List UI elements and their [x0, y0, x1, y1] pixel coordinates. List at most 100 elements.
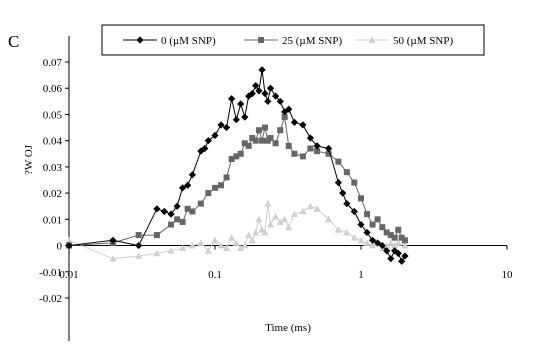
series-1-point-13: [223, 174, 230, 181]
series-1-point-25: [267, 135, 274, 142]
series-0-point-23: [255, 87, 263, 95]
series-2-point-43: [391, 241, 399, 249]
series-1-point-3: [153, 232, 160, 239]
series-0-point-6: [173, 202, 181, 210]
series-1-point-7: [184, 205, 191, 212]
series-1-point-43: [383, 229, 390, 236]
y-tick-label-3: 0.01: [43, 214, 62, 226]
series-2-point-27: [285, 223, 293, 231]
series-0-point-48: [391, 247, 399, 255]
series-1-point-20: [252, 137, 259, 144]
series-0-point-42: [363, 228, 371, 237]
panel-label: C: [8, 32, 19, 51]
series-2-point-23: [266, 220, 275, 228]
series-2-point-21: [261, 228, 269, 236]
legend: 0 (µM SNP) 25 (µM SNP) 50 (µM SNP): [101, 24, 485, 56]
series-0-point-49: [394, 249, 402, 258]
legend-marker-1: [258, 37, 264, 43]
series-0-point-28: [271, 92, 280, 100]
legend-label-1: 25 (µM SNP): [282, 35, 342, 47]
series-0-point-34: [306, 134, 314, 142]
series-2-point-22: [264, 200, 272, 207]
series-1-point-45: [391, 234, 398, 241]
series-2-point-29: [299, 207, 307, 215]
series-1-point-23: [261, 124, 268, 131]
series-0-point-1: [109, 236, 117, 244]
x-tick-label-2: 1: [358, 269, 364, 281]
legend-label-0: 0 (µM SNP): [161, 35, 216, 47]
series-2-point-35: [350, 234, 358, 241]
legend-marker-0: [136, 36, 144, 44]
series-0-point-17: [232, 116, 240, 124]
series-2-point-11: [222, 244, 231, 252]
series-line-0: [68, 69, 406, 263]
series-0-point-43: [368, 236, 377, 244]
series-0-point-46: [383, 247, 391, 255]
series-line-2: [68, 203, 406, 260]
series-2-point-30: [306, 202, 314, 210]
series-2-point-5: [179, 244, 187, 252]
series-0-point-29: [276, 97, 284, 105]
series-0-point-44: [374, 239, 382, 247]
series-1-point-48: [401, 237, 408, 244]
series-1-point-30: [291, 150, 298, 157]
series-1-point-33: [314, 148, 321, 155]
series-0-point-21: [248, 89, 256, 98]
series-0-point-27: [266, 84, 275, 92]
series-2-point-19: [255, 215, 263, 223]
series-1-point-12: [218, 182, 225, 189]
series-2-point-37: [363, 239, 371, 246]
series-2-point-38: [368, 241, 377, 249]
series-0-point-19: [241, 113, 249, 121]
series-1-point-42: [379, 224, 386, 231]
series-2-point-31: [313, 205, 321, 212]
series-1-point-39: [364, 211, 371, 218]
series-1-point-38: [358, 195, 364, 202]
series-layer: [65, 66, 409, 265]
series-1-point-46: [395, 226, 402, 233]
series-2-point-1: [109, 255, 117, 262]
series-0-point-5: [167, 210, 175, 218]
y-tick-label-6: 0.04: [43, 136, 63, 148]
series-0-point-16: [228, 95, 236, 103]
x-tick-label-1: 0.1: [208, 269, 222, 281]
series-1-point-44: [387, 232, 394, 239]
series-1-point-11: [212, 184, 218, 191]
y-tick-label-7: 0.05: [43, 109, 63, 121]
series-2-point-13: [232, 239, 240, 246]
series-0-point-41: [357, 220, 365, 229]
series-1-point-22: [259, 137, 266, 144]
series-0-point-24: [258, 66, 266, 74]
series-2: [65, 200, 409, 262]
series-1-point-29: [285, 142, 292, 149]
series-1-point-6: [179, 218, 186, 225]
series-0-point-50: [398, 257, 406, 265]
series-1-point-4: [168, 221, 175, 228]
series-2-point-18: [252, 228, 260, 236]
series-0-point-31: [285, 105, 293, 113]
series-1: [66, 114, 408, 249]
series-2-point-12: [228, 234, 236, 241]
series-1-point-40: [369, 221, 376, 228]
series-0-point-51: [401, 252, 409, 260]
series-2-point-33: [334, 226, 342, 233]
series-1-point-21: [255, 127, 262, 134]
legend-marker-2: [368, 36, 376, 43]
series-2-point-7: [197, 239, 205, 246]
x-tick-label-0: 0.01: [59, 269, 78, 281]
series-1-point-10: [205, 190, 212, 197]
series-1-point-28: [281, 114, 288, 121]
series-1-point-36: [343, 169, 350, 176]
series-2-point-8: [204, 247, 212, 254]
series-1-point-18: [245, 142, 252, 149]
series-2-point-25: [276, 218, 284, 225]
y-tick-label-4: 0.02: [43, 188, 62, 200]
series-0: [65, 66, 409, 265]
series-0-point-37: [334, 179, 342, 187]
series-1-point-31: [299, 153, 306, 160]
series-2-point-2: [135, 252, 143, 259]
series-2-point-10: [217, 241, 225, 249]
legend-label-2: 50 (µM SNP): [393, 35, 453, 47]
series-0-point-18: [237, 100, 245, 108]
